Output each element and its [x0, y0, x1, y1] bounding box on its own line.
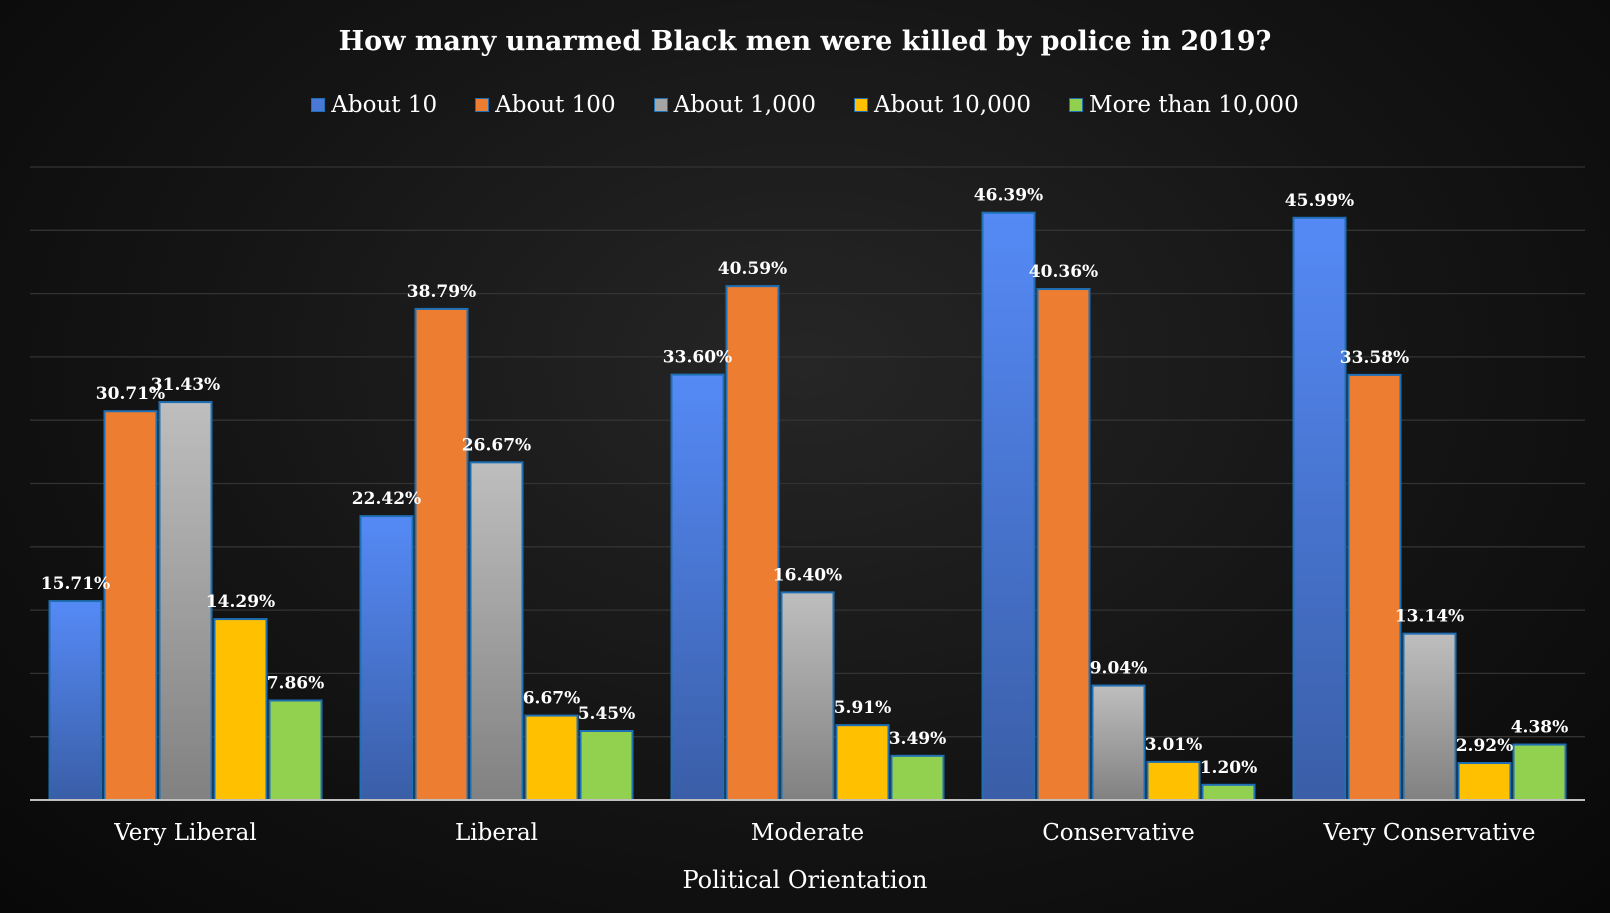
data-label: 1.20%	[1200, 758, 1258, 778]
data-labels: 15.71% 30.71%31.43% 14.29% 7.86% 22.42% 38.79…	[41, 186, 1568, 778]
x-tick-label: Moderate	[751, 820, 864, 846]
data-label: 7.86%	[267, 673, 325, 693]
x-axis: Very Liberal Liberal Moderate Conservative V…	[30, 799, 1585, 894]
bar	[890, 754, 945, 801]
data-label: 15.71%	[41, 574, 110, 594]
bar	[48, 600, 103, 801]
bar	[981, 211, 1036, 802]
bar	[1512, 743, 1567, 801]
legend-label: About 10,000	[873, 92, 1032, 118]
bar	[1457, 762, 1512, 801]
bar	[1201, 783, 1256, 801]
bar	[1146, 760, 1201, 801]
data-label: 3.01%	[1145, 735, 1203, 755]
data-label: 33.60%	[663, 348, 732, 368]
x-tick-label: Very Liberal	[113, 820, 256, 846]
data-label: 22.42%	[352, 489, 421, 509]
legend-label: About 100	[495, 92, 616, 118]
bar	[359, 515, 414, 801]
bar	[780, 591, 835, 801]
bar	[103, 410, 158, 801]
legend-label: More than 10,000	[1089, 92, 1299, 118]
bar	[524, 714, 579, 801]
legend-swatch	[853, 98, 868, 112]
legend-item: About 1,000	[653, 92, 816, 118]
legend-label: About 1,000	[673, 92, 816, 118]
x-tick-label: Liberal	[455, 820, 538, 846]
data-label: 26.67%	[462, 435, 531, 455]
data-label: 40.36%	[1029, 262, 1098, 282]
data-label: 45.99%	[1285, 191, 1354, 211]
data-label: 31.43%	[151, 375, 220, 395]
data-label: 38.79%	[407, 282, 476, 302]
bar	[1347, 373, 1402, 801]
data-label: 16.40%	[773, 565, 842, 585]
data-label: 40.59%	[718, 259, 787, 279]
bar	[1292, 216, 1347, 801]
bar	[579, 730, 634, 801]
x-tick-label: Very Conservative	[1323, 820, 1536, 846]
data-label: 4.38%	[1511, 718, 1569, 738]
legend-item: About 10,000	[853, 92, 1032, 118]
bar	[158, 401, 213, 801]
bar	[213, 618, 268, 802]
bar	[414, 307, 469, 801]
bar	[1402, 632, 1457, 801]
data-label: 13.14%	[1395, 607, 1464, 627]
bar	[469, 461, 524, 801]
legend-label: About 10	[331, 92, 438, 118]
chart-title: How many unarmed Black men were killed b…	[338, 26, 1272, 57]
legend-swatch	[1069, 98, 1084, 112]
bar	[1036, 288, 1091, 801]
data-label: 6.67%	[523, 689, 581, 709]
data-label: 33.58%	[1340, 348, 1409, 368]
legend-swatch	[311, 98, 326, 112]
data-label: 2.92%	[1456, 736, 1514, 756]
data-label: 3.49%	[889, 729, 947, 749]
data-label: 9.04%	[1090, 659, 1148, 679]
data-label: 30.71%	[96, 384, 165, 404]
legend-item: More than 10,000	[1069, 92, 1299, 118]
legend-swatch	[475, 98, 490, 112]
legend-item: About 10	[311, 92, 437, 118]
x-axis-title: Political Orientation	[682, 866, 927, 894]
data-label: 14.29%	[206, 592, 275, 612]
x-tick-label: Conservative	[1042, 820, 1195, 846]
bar	[1091, 684, 1146, 801]
bar	[268, 699, 323, 801]
legend: About 10 About 100 About 1,000 About 10,000…	[0, 92, 1610, 118]
legend-item: About 100	[475, 92, 616, 118]
bar	[670, 373, 725, 801]
bar	[725, 285, 780, 801]
bar	[835, 724, 890, 801]
bars	[48, 211, 1567, 802]
legend-swatch	[653, 98, 668, 112]
data-label: 46.39%	[974, 186, 1043, 206]
data-label: 5.45%	[578, 704, 636, 724]
data-label: 5.91%	[834, 698, 892, 718]
